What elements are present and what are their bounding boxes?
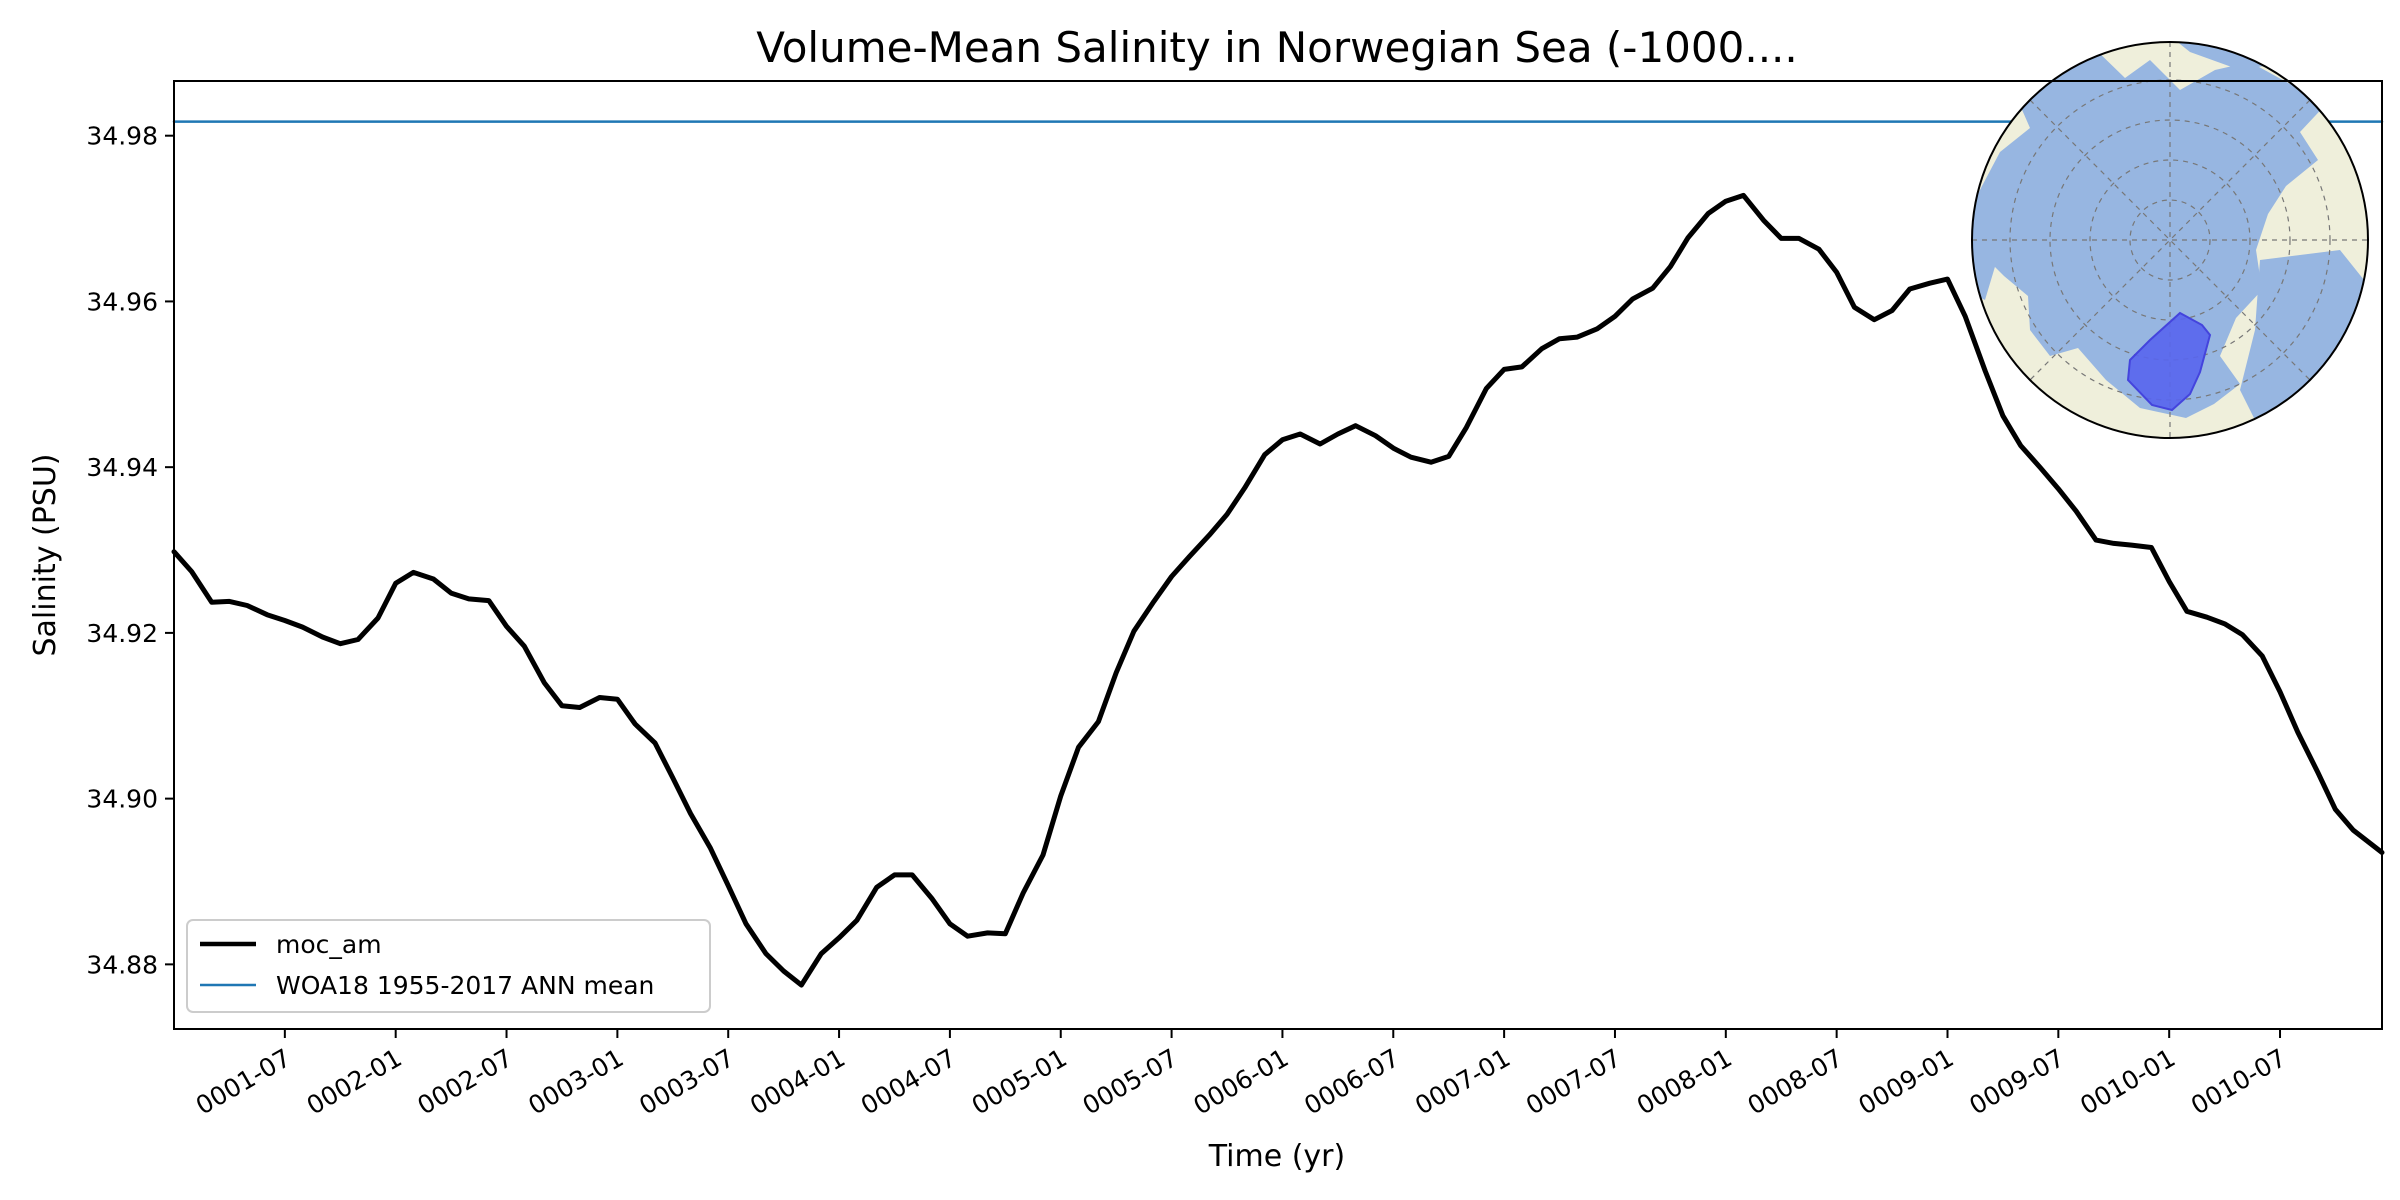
- north-pacific-shape: [1972, 200, 2000, 300]
- legend-label-moc-am: moc_am: [276, 930, 382, 959]
- legend-box: [186, 919, 711, 1013]
- legend: moc_am WOA18 1955-2017 ANN mean: [186, 919, 711, 1013]
- y-tick-label: 34.94: [86, 453, 158, 482]
- inset-map-border: [1971, 41, 2369, 439]
- y-tick-label: 34.96: [86, 287, 158, 316]
- x-axis-label: Time (yr): [1208, 1139, 1345, 1174]
- y-tick-label: 34.92: [86, 619, 158, 648]
- y-tick-label: 34.98: [86, 122, 158, 151]
- hudson-bay-shape: [2235, 152, 2272, 190]
- plot-frame: [173, 80, 2383, 1030]
- y-axis: 34.88 34.90 34.92 34.94 34.96 34.98: [86, 122, 174, 979]
- series-line-moc-am: [171, 192, 2385, 988]
- latitude-circle-60: [2049, 119, 2291, 361]
- y-tick-label: 34.88: [86, 950, 158, 979]
- north-atlantic-shape: [2240, 250, 2368, 430]
- arctic-ocean-shape: [1972, 44, 2330, 418]
- series-layer: [171, 192, 2385, 988]
- norwegian-sea-region: [2126, 311, 2212, 412]
- y-axis-label: Salinity (PSU): [28, 454, 63, 657]
- latitude-circle-80: [2129, 199, 2211, 281]
- chart-title: Volume-Mean Salinity in Norwegian Sea (-…: [756, 23, 1798, 72]
- y-tick-label: 34.90: [86, 785, 158, 814]
- latitude-circle-70: [2089, 159, 2251, 321]
- legend-label-woa18: WOA18 1955-2017 ANN mean: [276, 971, 654, 1000]
